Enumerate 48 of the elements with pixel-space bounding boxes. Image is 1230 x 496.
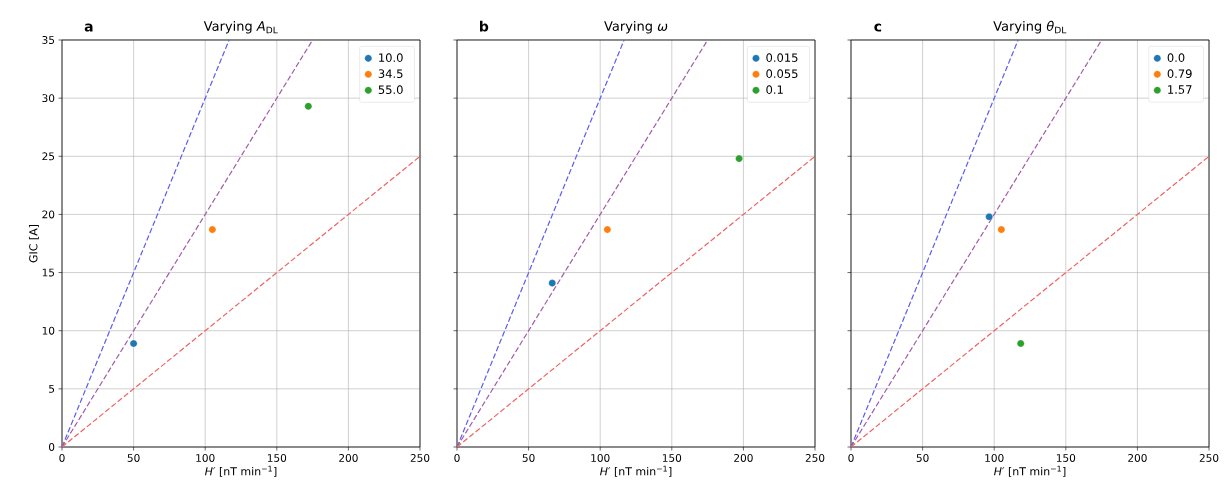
x-tick-label: 50 bbox=[522, 454, 535, 462]
legend-label: 0.0 bbox=[1167, 53, 1185, 62]
x-tick-label: 150 bbox=[1056, 454, 1076, 462]
legend-label: 0.79 bbox=[1167, 69, 1192, 78]
y-tick-label: 10 bbox=[42, 326, 55, 335]
y-tick-label: 35 bbox=[42, 36, 55, 44]
legend-label: 0.1 bbox=[766, 85, 783, 94]
y-tick-label: 0 bbox=[48, 443, 55, 451]
point bbox=[304, 102, 313, 111]
y-tick-label: 25 bbox=[42, 152, 55, 161]
x-tick-label: 200 bbox=[339, 454, 358, 462]
x-tick-label: 150 bbox=[662, 454, 682, 462]
x-tick-label: 200 bbox=[1128, 454, 1147, 462]
y-tick-label: 30 bbox=[42, 94, 55, 103]
x-tick-label: 250 bbox=[1199, 454, 1219, 462]
x-tick-label: 250 bbox=[805, 454, 825, 462]
x-tick-label: 0 bbox=[454, 454, 460, 462]
x-tick-label: 100 bbox=[196, 454, 215, 462]
x-tick-label: 50 bbox=[916, 454, 929, 462]
text: c bbox=[874, 23, 882, 32]
text: a bbox=[84, 23, 93, 32]
x-tick-label: 100 bbox=[591, 454, 610, 462]
legend-label: 55.0 bbox=[378, 85, 403, 94]
x-tick-label: 0 bbox=[59, 454, 65, 462]
chart-title: Varying θ$_{DL}$ bbox=[993, 20, 1067, 34]
y-tick-label: 15 bbox=[42, 268, 55, 277]
y-tick-label: 20 bbox=[42, 210, 55, 219]
x-axis-title: H′ [nT min$^{−1}$] bbox=[599, 465, 672, 477]
x-tick-label: 50 bbox=[127, 454, 140, 462]
chart-title: Varying A$_{DL}$ bbox=[203, 20, 278, 34]
x-axis-title: H′ [nT min$^{−1}$] bbox=[993, 465, 1066, 477]
x-tick-label: 100 bbox=[985, 454, 1004, 462]
text: b bbox=[480, 20, 489, 32]
point bbox=[129, 339, 138, 348]
legend-label: 10.0 bbox=[379, 53, 403, 62]
legend-label: 0.015 bbox=[766, 53, 798, 62]
legend-label: 34.5 bbox=[378, 69, 403, 78]
x-tick-label: 200 bbox=[734, 454, 753, 462]
y-tick-label: 5 bbox=[49, 384, 55, 393]
legend-label: 1.57 bbox=[1168, 85, 1192, 94]
point bbox=[208, 225, 217, 234]
x-tick-label: 150 bbox=[267, 454, 287, 462]
x-tick-label: 250 bbox=[410, 454, 430, 462]
chart-title: Varying ω bbox=[604, 20, 668, 34]
x-axis-title: H′ [nT min$^{−1}$] bbox=[204, 465, 277, 477]
legend-label: 0.055 bbox=[766, 69, 798, 78]
y-axis-title: GIC [A] bbox=[28, 224, 39, 263]
x-tick-label: 0 bbox=[848, 454, 854, 462]
